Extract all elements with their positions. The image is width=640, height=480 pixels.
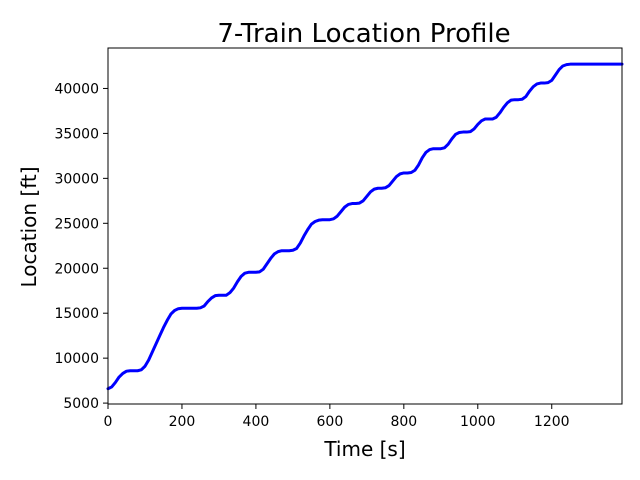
x-axis-label: Time [s] <box>323 437 405 461</box>
x-tick-label: 1000 <box>460 414 496 430</box>
x-tick-label: 200 <box>169 414 196 430</box>
y-tick-label: 25000 <box>54 216 99 232</box>
y-tick-label: 5000 <box>63 396 99 412</box>
x-tick-label: 600 <box>317 414 344 430</box>
x-tick-label: 800 <box>390 414 417 430</box>
y-tick-label: 40000 <box>54 81 99 97</box>
y-tick-label: 30000 <box>54 171 99 187</box>
y-axis-label: Location [ft] <box>17 166 41 287</box>
y-tick-label: 10000 <box>54 351 99 367</box>
y-tick-label: 15000 <box>54 306 99 322</box>
y-tick-label: 35000 <box>54 126 99 142</box>
plot-frame <box>107 47 623 405</box>
y-tick-label: 20000 <box>54 261 99 277</box>
x-tick-label: 400 <box>243 414 270 430</box>
x-tick-label: 0 <box>104 414 113 430</box>
x-tick-label: 1200 <box>534 414 570 430</box>
chart-title: 7-Train Location Profile <box>217 19 510 49</box>
ticks: 0 200 400 600 800 1000 1200 5000 10000 15000 20000… <box>54 81 569 430</box>
series-line <box>106 62 624 391</box>
